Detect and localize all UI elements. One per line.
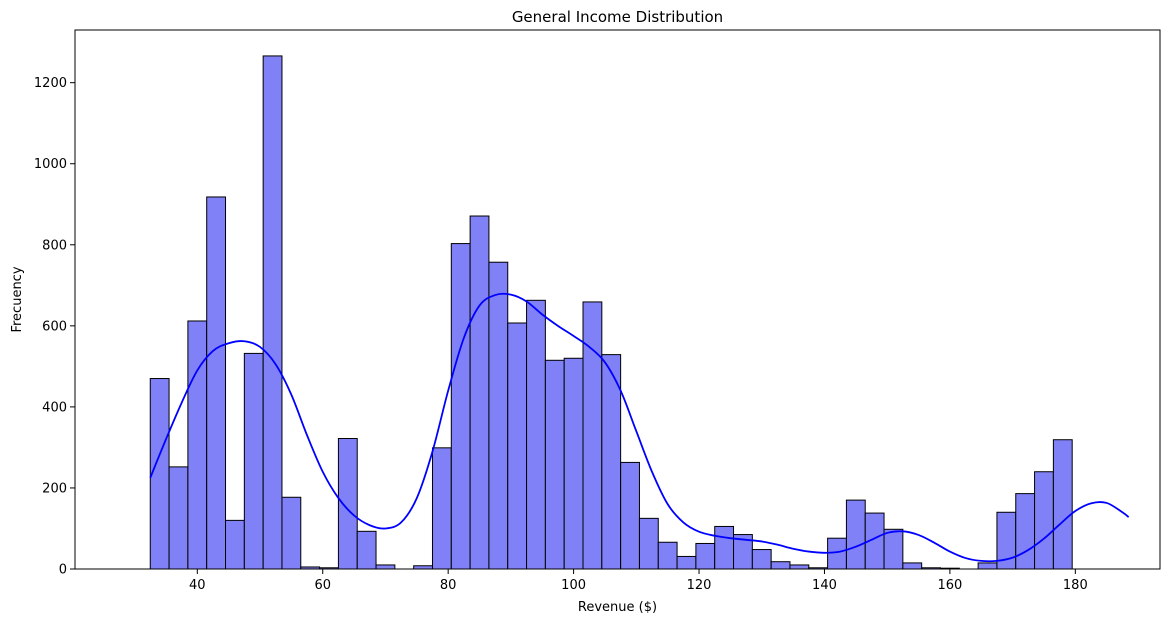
histogram-bar [827, 537, 847, 570]
y-axis-label: Frecuency [10, 266, 25, 332]
histogram-bar [431, 447, 452, 570]
histogram-bar [977, 562, 998, 570]
y-tick-label: 800 [42, 238, 67, 253]
x-axis: 40 60 80 100 120 140 160 180 [189, 569, 1088, 593]
histogram-bar [337, 438, 358, 570]
histogram-bar [450, 243, 471, 570]
y-tick-label: 0 [59, 563, 67, 578]
x-tick-label: 100 [561, 578, 586, 593]
y-tick-label: 600 [42, 319, 67, 334]
histogram-bar [507, 322, 528, 570]
histogram-bar [168, 466, 189, 570]
histogram-bars [149, 55, 1073, 570]
y-axis: 0 200 400 600 800 1000 1200 [34, 76, 75, 578]
histogram-bar [902, 562, 923, 570]
y-tick-label: 200 [42, 481, 67, 496]
histogram-bar [243, 352, 264, 570]
histogram-bar [582, 301, 603, 570]
histogram-bar [544, 359, 565, 570]
histogram-bar [714, 525, 735, 570]
histogram-bar [770, 561, 791, 570]
histogram-bar [1034, 471, 1054, 570]
histogram-bar [676, 555, 697, 570]
histogram-bar [375, 564, 396, 570]
histogram-bar [695, 542, 716, 570]
histogram-bar [526, 299, 546, 570]
histogram-bar [883, 528, 904, 570]
plot-frame [74, 29, 1161, 570]
x-tick-label: 180 [1063, 578, 1088, 593]
histogram-bar [187, 320, 208, 570]
x-axis-label: Revenue ($) [578, 600, 657, 615]
histogram-bar [149, 378, 170, 570]
x-tick-label: 140 [812, 578, 837, 593]
histogram-bar [657, 541, 678, 570]
histogram-bar [356, 530, 377, 570]
histogram-bar [1015, 493, 1036, 570]
histogram-bar [488, 261, 509, 570]
kde-curve [149, 292, 1130, 563]
chart-title: General Income Distribution [512, 8, 723, 26]
y-tick-label: 1200 [34, 76, 67, 91]
histogram-bar [206, 196, 227, 570]
histogram-bar [262, 55, 283, 570]
x-tick-label: 120 [687, 578, 712, 593]
histogram-bar [789, 564, 810, 570]
histogram-bar [845, 499, 866, 570]
histogram-bar [469, 215, 490, 570]
histogram-bar [1052, 439, 1073, 570]
histogram-bar [638, 517, 659, 570]
x-tick-label: 40 [189, 578, 206, 593]
x-tick-label: 60 [314, 578, 331, 593]
x-tick-label: 160 [937, 578, 962, 593]
histogram-bar [225, 519, 245, 570]
histogram-bar [563, 357, 584, 570]
histogram-bar [281, 496, 302, 570]
histogram-bar [601, 354, 622, 570]
histogram-bar [751, 549, 772, 570]
x-tick-label: 80 [440, 578, 457, 593]
y-tick-label: 400 [42, 400, 67, 415]
y-tick-label: 1000 [34, 157, 67, 172]
histogram-bar [620, 461, 640, 570]
